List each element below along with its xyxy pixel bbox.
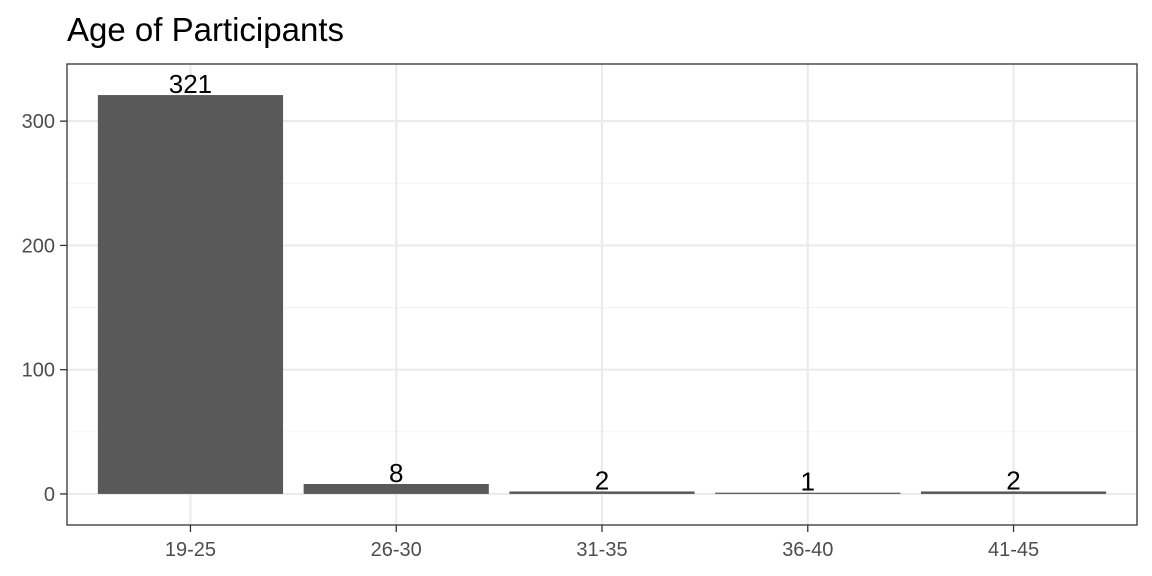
data-label-31-35: 2 xyxy=(595,465,609,495)
x-axis: 19-25 26-30 31-35 36-40 41-45 xyxy=(165,525,1039,561)
bar-36-40 xyxy=(715,492,901,494)
data-label-41-45: 2 xyxy=(1006,465,1020,495)
data-labels: 321 8 2 1 2 xyxy=(169,69,1021,497)
y-tick-label: 200 xyxy=(22,235,55,257)
bars xyxy=(97,95,1107,494)
x-tick-label: 19-25 xyxy=(165,539,216,561)
chart-title: Age of Participants xyxy=(67,11,344,48)
bar-31-35 xyxy=(509,491,695,494)
x-tick-label: 36-40 xyxy=(782,539,833,561)
x-tick-label: 41-45 xyxy=(988,539,1039,561)
bar-26-30 xyxy=(303,483,489,494)
data-label-36-40: 1 xyxy=(801,467,815,497)
data-label-26-30: 8 xyxy=(389,458,403,488)
data-label-19-25: 321 xyxy=(169,69,212,99)
x-tick-label: 31-35 xyxy=(576,539,627,561)
bar-19-25 xyxy=(97,95,284,494)
y-tick-label: 100 xyxy=(22,360,55,382)
x-tick-label: 26-30 xyxy=(371,539,422,561)
bar-41-45 xyxy=(920,491,1107,494)
y-tick-label: 0 xyxy=(44,484,55,506)
y-tick-label: 300 xyxy=(22,111,55,133)
y-axis: 0 100 200 300 xyxy=(22,111,67,506)
